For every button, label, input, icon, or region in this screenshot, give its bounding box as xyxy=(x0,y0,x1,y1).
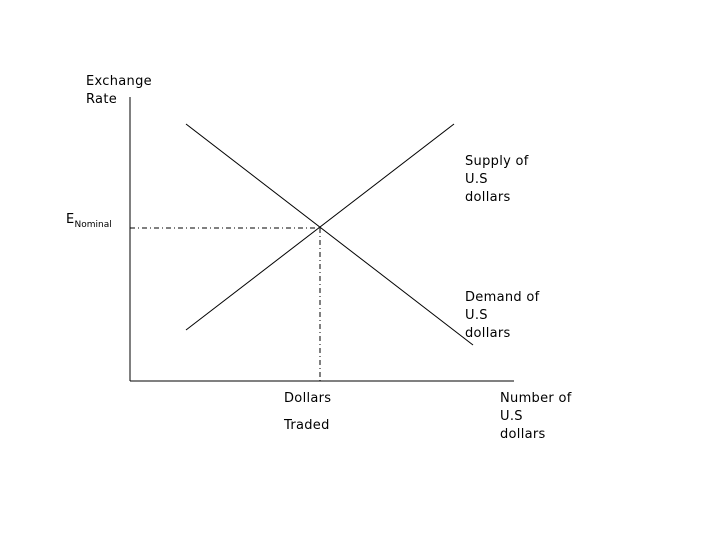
x-axis-label-line2: U.S xyxy=(500,409,523,424)
demand-label-line3: dollars xyxy=(465,326,511,341)
y-axis-label-line2: Rate xyxy=(86,92,118,107)
dollars-traded-label-line2: Traded xyxy=(284,418,330,433)
equilibrium-price-label: ENominal xyxy=(66,211,112,230)
demand-label-line1: Demand of xyxy=(465,290,540,305)
x-axis-label-line3: dollars xyxy=(500,427,546,442)
x-axis-label: Number of U.S dollars xyxy=(500,390,572,444)
supply-label-line1: Supply of xyxy=(465,154,529,169)
y-axis-label-line1: Exchange xyxy=(86,74,152,89)
x-axis-label-line1: Number of xyxy=(500,391,572,406)
supply-label-line2: U.S xyxy=(465,172,488,187)
demand-label-line2: U.S xyxy=(465,308,488,323)
equilibrium-price-subscript: Nominal xyxy=(74,220,112,230)
y-axis-label: Exchange Rate xyxy=(86,73,152,109)
demand-label: Demand of U.S dollars xyxy=(465,289,540,343)
supply-label-line3: dollars xyxy=(465,190,511,205)
equilibrium-price-main: E xyxy=(66,212,75,227)
dollars-traded-label-line1: Dollars xyxy=(284,391,332,406)
supply-label: Supply of U.S dollars xyxy=(465,153,529,207)
demand-curve xyxy=(185,123,474,346)
